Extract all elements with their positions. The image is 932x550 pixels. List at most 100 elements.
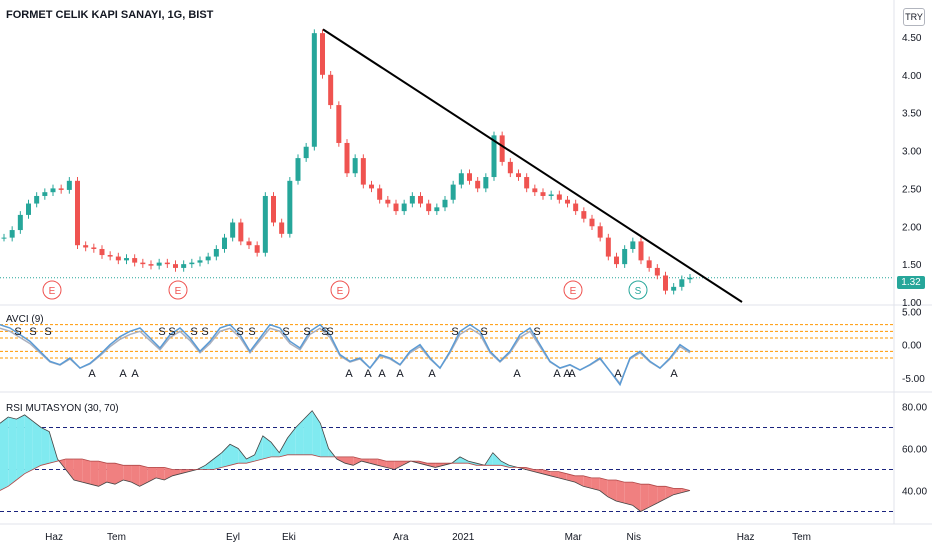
candle-body	[83, 245, 89, 248]
price-tick-label: 2.00	[902, 222, 922, 233]
candle-body	[597, 226, 603, 238]
price-tick-label: 4.50	[902, 33, 922, 44]
rsi-fill-segment	[681, 488, 690, 493]
rsi-signal-line	[0, 454, 691, 491]
rsi-fill-segment	[287, 427, 296, 455]
candle-body	[565, 199, 570, 204]
rsi-fill-segment	[377, 459, 387, 468]
candle-body	[66, 180, 72, 190]
rsi-fill-segment	[213, 452, 222, 470]
rsi-fill-segment	[24, 414, 33, 474]
avci-buy-signal: A	[345, 368, 353, 380]
price-tick-label: 4.00	[902, 71, 922, 82]
rsi-fill-segment	[16, 414, 25, 480]
avci-buy-signal: A	[670, 368, 678, 380]
candle-body	[58, 188, 64, 190]
rsi-fill-segment	[303, 410, 313, 455]
price-tick-label: 3.00	[902, 147, 922, 158]
candle-body	[401, 203, 407, 212]
candle-body	[442, 199, 448, 208]
avci-sell-signal: S	[480, 326, 487, 338]
avci-buy-signal: A	[88, 368, 96, 380]
candle-body	[246, 241, 252, 246]
candle-body	[279, 222, 285, 234]
candle-body	[254, 245, 260, 253]
avci-buy-signal: A	[568, 368, 576, 380]
rsi-fill-segment	[632, 482, 641, 512]
rsi-fill-segment	[533, 469, 543, 474]
candle-body	[581, 211, 587, 219]
candle-body	[483, 177, 489, 189]
rsi-fill-segment	[262, 435, 272, 459]
candle-body	[671, 286, 677, 291]
candle-body	[450, 184, 456, 200]
candle-body	[654, 267, 660, 276]
candle-body	[516, 173, 521, 178]
rsi-fill-segment	[501, 461, 510, 468]
time-tick-label: Nis	[627, 532, 641, 543]
candle-body	[181, 264, 187, 268]
time-tick-label: Tem	[792, 532, 811, 543]
avci-sell-signal: S	[303, 326, 310, 338]
candle-body	[524, 177, 530, 189]
avci-line	[0, 323, 691, 387]
time-tick-label: Mar	[565, 532, 583, 543]
candle-body	[75, 180, 80, 246]
event-marker-label: E	[49, 286, 56, 297]
candle-body	[393, 203, 399, 212]
rsi-fill-segment	[106, 463, 115, 485]
rsi-tick-label: 80.00	[902, 403, 927, 414]
avci-sell-signal: S	[321, 326, 328, 338]
rsi-fill-segment	[616, 480, 625, 504]
candle-body	[589, 218, 595, 227]
candle-body	[467, 173, 472, 181]
event-marker	[330, 280, 350, 300]
rsi-fill-segment	[271, 442, 280, 457]
avci-sell-signal: S	[451, 326, 458, 338]
symbol-title: FORMET CELIK KAPI SANAYI, 1G, BIST	[6, 9, 214, 21]
candle-body	[540, 192, 546, 196]
event-marker-label: E	[175, 286, 182, 297]
rsi-fill-segment	[164, 467, 173, 480]
rsi-fill-segment	[492, 452, 502, 466]
avci-sell-signal: S	[158, 326, 165, 338]
candle-body	[687, 277, 693, 280]
rsi-fill-segment	[279, 438, 288, 457]
candle-body	[205, 256, 211, 261]
candle-body	[115, 256, 121, 261]
candle-body	[377, 188, 383, 200]
avci-buy-signal: A	[553, 368, 561, 380]
time-tick-label: Ara	[393, 532, 409, 543]
currency-badge[interactable]: TRY	[903, 8, 925, 26]
candle-body	[156, 262, 162, 266]
candle-body	[99, 248, 105, 256]
price-tick-label: 2.50	[902, 184, 922, 195]
rsi-fill-segment	[550, 471, 559, 478]
event-marker	[628, 280, 648, 300]
candle-body	[50, 188, 56, 193]
candle-body	[556, 194, 562, 200]
avci-buy-signal: A	[364, 368, 372, 380]
trendline	[322, 28, 743, 303]
rsi-fill-segment	[460, 456, 469, 464]
candle-body	[173, 264, 178, 268]
rsi-fill-segment	[345, 456, 354, 466]
rsi-fill-segment	[123, 465, 132, 483]
rsi-fill-segment	[8, 417, 17, 487]
rsi-fill-segment	[41, 427, 50, 466]
candle-body	[622, 248, 628, 265]
candle-body	[369, 184, 374, 189]
rsi-fill-segment	[180, 469, 189, 474]
candle-body	[222, 237, 227, 249]
candle-body	[548, 194, 554, 196]
candle-body	[295, 158, 301, 181]
time-tick-label: Haz	[45, 532, 63, 543]
candle-body	[360, 158, 366, 185]
rsi-line	[0, 410, 691, 512]
avci-sell-signal: S	[201, 326, 208, 338]
rsi-tick-label: 40.00	[902, 487, 927, 498]
candle-body	[213, 248, 219, 257]
event-marker	[168, 280, 188, 300]
candle-body	[573, 203, 579, 212]
